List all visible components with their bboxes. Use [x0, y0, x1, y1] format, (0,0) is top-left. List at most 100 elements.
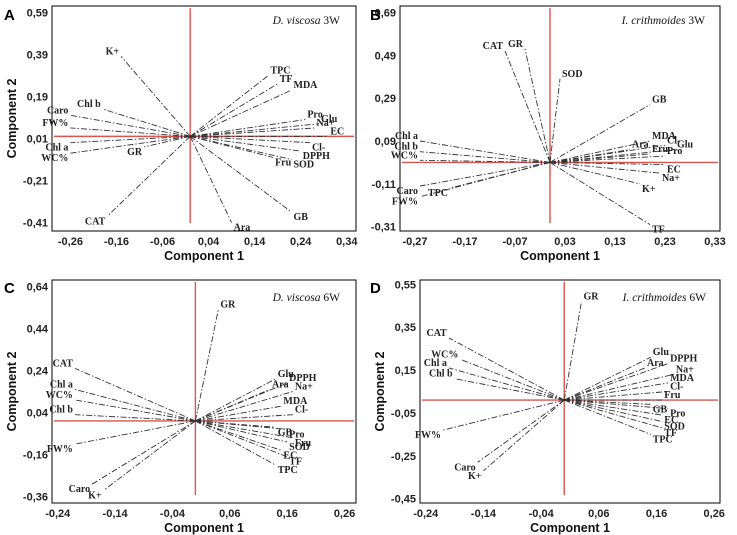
- loading-vector-dpph: [190, 135, 301, 152]
- x-tick-label: 0,06: [219, 508, 240, 520]
- variable-label: Fru: [664, 390, 681, 401]
- x-tick-label: -0,04: [529, 508, 555, 520]
- panel-title: I. crithmoides 3W: [621, 15, 706, 27]
- variable-label: CAT: [483, 41, 504, 52]
- y-tick-label: -0,41: [23, 218, 48, 230]
- loading-vector-sod: [564, 399, 663, 422]
- y-tick-label: 0,09: [375, 136, 396, 148]
- loading-vector-sod: [190, 135, 292, 160]
- loading-vector-chl-a: [448, 367, 565, 401]
- loading-vector-fw-: [419, 161, 551, 198]
- variable-label: TPC: [278, 465, 298, 476]
- loading-vector-ara: [195, 388, 271, 422]
- variable-label: MDA: [283, 396, 308, 407]
- loading-vector-tf: [189, 83, 278, 137]
- plot-frame: [399, 5, 721, 232]
- x-tick-label: 0,23: [654, 236, 675, 248]
- variable-label: K+: [642, 184, 656, 195]
- variable-label: MDA: [670, 373, 695, 384]
- variable-label: Caro: [69, 484, 90, 495]
- y-axis-title: Component 2: [5, 352, 19, 432]
- panel-title: I. crithmoides 6W: [622, 292, 707, 304]
- variable-label: DPPH: [670, 354, 697, 365]
- y-axis-title: Component 2: [373, 352, 387, 432]
- y-tick-label: -0,36: [23, 492, 48, 504]
- variable-label: FW%: [415, 430, 441, 441]
- variable-label: Chl a: [395, 131, 418, 142]
- plot-frame: [419, 279, 721, 504]
- loading-vector-k-: [549, 161, 641, 185]
- loading-vector-chl-a: [70, 135, 191, 144]
- loading-vector-wc-: [460, 358, 565, 401]
- y-tick-label: 0,04: [27, 408, 49, 420]
- x-tick-label: 0,26: [334, 508, 355, 520]
- plot-frame: [51, 5, 357, 232]
- x-tick-label: -0,16: [104, 236, 129, 248]
- variable-label: Pro: [667, 146, 682, 157]
- loading-vector-pro: [549, 155, 666, 163]
- loading-vector-fru: [195, 420, 293, 439]
- loading-vector-gr: [144, 135, 191, 148]
- variable-label: Glu: [677, 140, 694, 151]
- loading-vector-glu: [564, 356, 651, 401]
- variable-label: TF: [289, 457, 302, 468]
- loading-vector-caro: [477, 399, 565, 463]
- variable-label: K+: [468, 471, 482, 482]
- variable-label: Chl b: [394, 142, 418, 153]
- loading-vector-cat: [504, 50, 551, 163]
- variable-label: GR: [127, 147, 143, 158]
- y-tick-label: -0,45: [391, 494, 416, 506]
- y-tick-label: -0,21: [23, 176, 48, 188]
- loading-vector-caro: [419, 161, 551, 187]
- loading-vector-caro: [70, 114, 191, 137]
- variable-label: FW%: [47, 444, 73, 455]
- variable-label: FW%: [392, 197, 418, 208]
- variable-label: GB: [278, 427, 293, 438]
- loading-vector-gr: [194, 309, 219, 422]
- variable-label: MDA: [652, 131, 677, 142]
- loading-vector-chl-a: [419, 140, 551, 163]
- variable-label: Glu: [653, 347, 670, 358]
- loading-vector-tf: [549, 162, 651, 225]
- variable-label: CAT: [426, 328, 447, 339]
- variable-label: Chl b: [77, 99, 101, 110]
- variable-label: Ara: [272, 379, 289, 390]
- loading-vector-cl-: [190, 135, 310, 144]
- loading-vector-gb: [564, 399, 651, 405]
- x-tick-label: -0,14: [103, 508, 129, 520]
- loading-vector-wc-: [419, 159, 551, 163]
- loading-vector-pro: [564, 399, 669, 410]
- loading-vector-na-: [549, 161, 661, 174]
- loading-vector-tpc: [195, 420, 276, 466]
- loading-vector-na-: [564, 373, 674, 401]
- y-tick-label: 0,19: [27, 91, 48, 103]
- loading-vector-chl-b: [102, 108, 191, 137]
- variable-label: Fru: [295, 438, 312, 449]
- x-axis-title: Component 1: [520, 249, 600, 263]
- variable-label: Cl-: [667, 135, 680, 146]
- variable-label: GR: [584, 291, 600, 302]
- variable-label: Na+: [317, 118, 335, 129]
- x-tick-label: -0,07: [502, 236, 527, 248]
- variable-label: Pro: [307, 110, 322, 121]
- variable-label: SOD: [289, 442, 310, 453]
- loading-vector-chl-b: [419, 151, 551, 163]
- loading-vector-mda: [189, 89, 292, 137]
- x-tick-label: -0,17: [452, 236, 477, 248]
- loading-vector-fw-: [74, 420, 196, 445]
- x-tick-label: 0,06: [588, 508, 609, 520]
- panel-letter: C: [4, 280, 15, 297]
- variable-label: EC: [667, 165, 681, 176]
- variable-label: Pro: [670, 409, 685, 420]
- y-tick-label: -0,05: [391, 408, 416, 420]
- loading-vector-sod: [549, 78, 561, 163]
- loading-vector-chl-b: [74, 414, 196, 422]
- loading-vector-tf: [564, 399, 663, 429]
- variable-label: Chl b: [429, 369, 453, 380]
- x-tick-label: 0,04: [198, 236, 220, 248]
- variable-label: Cl-: [670, 382, 683, 393]
- time-label: 3W: [688, 15, 705, 27]
- loading-vector-cat: [106, 136, 191, 217]
- variable-label: Ara: [632, 140, 649, 151]
